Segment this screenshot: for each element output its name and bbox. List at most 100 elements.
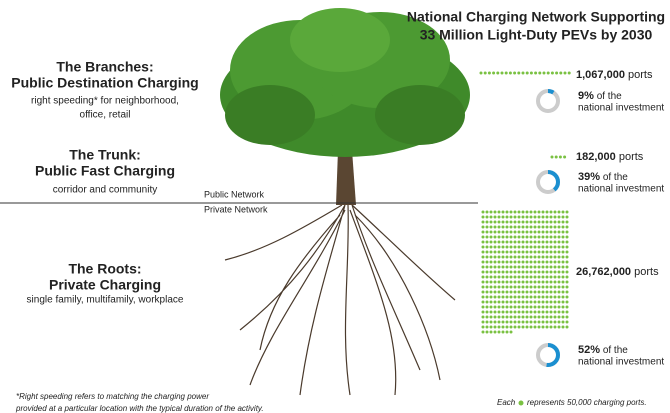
port-dot bbox=[510, 321, 513, 324]
port-dot bbox=[534, 266, 537, 269]
port-dot bbox=[530, 326, 533, 329]
port-dot bbox=[555, 72, 558, 75]
port-dot bbox=[562, 251, 565, 254]
port-dot bbox=[502, 211, 505, 214]
port-dot bbox=[502, 251, 505, 254]
port-dot bbox=[558, 291, 561, 294]
port-dot bbox=[566, 281, 569, 284]
port-dot bbox=[482, 271, 485, 274]
port-dot bbox=[490, 256, 493, 259]
port-dot bbox=[498, 211, 501, 214]
port-dot bbox=[522, 221, 525, 224]
port-dot bbox=[546, 231, 549, 234]
port-dot bbox=[550, 311, 553, 314]
port-dot bbox=[526, 226, 529, 229]
investment-percent: 39% bbox=[578, 171, 600, 183]
port-dot bbox=[517, 72, 520, 75]
port-dot bbox=[490, 296, 493, 299]
port-dot bbox=[502, 311, 505, 314]
port-dot bbox=[554, 276, 557, 279]
port-dot bbox=[514, 316, 517, 319]
port-dot bbox=[498, 256, 501, 259]
port-dot bbox=[518, 246, 521, 249]
port-dot bbox=[530, 241, 533, 244]
port-dot bbox=[506, 221, 509, 224]
port-dot bbox=[482, 321, 485, 324]
port-dot bbox=[498, 231, 501, 234]
port-dot bbox=[554, 221, 557, 224]
port-dot bbox=[482, 331, 485, 334]
port-dot bbox=[546, 211, 549, 214]
port-dot bbox=[518, 226, 521, 229]
ports-count: 182,000 ports bbox=[576, 151, 644, 163]
port-dot bbox=[526, 321, 529, 324]
port-dot bbox=[542, 271, 545, 274]
port-dot bbox=[530, 251, 533, 254]
port-dot bbox=[498, 216, 501, 219]
port-dot bbox=[490, 261, 493, 264]
port-dot bbox=[550, 301, 553, 304]
port-dot bbox=[498, 331, 501, 334]
port-dot bbox=[558, 306, 561, 309]
port-dot bbox=[530, 321, 533, 324]
port-dot bbox=[554, 271, 557, 274]
port-dot bbox=[510, 246, 513, 249]
port-dot bbox=[522, 236, 525, 239]
port-dot bbox=[530, 286, 533, 289]
port-dot bbox=[542, 261, 545, 264]
port-dot bbox=[534, 231, 537, 234]
port-dot bbox=[542, 316, 545, 319]
port-dot bbox=[494, 221, 497, 224]
legend: Each bbox=[497, 398, 516, 407]
port-dot bbox=[506, 216, 509, 219]
port-dot bbox=[502, 301, 505, 304]
ports-unit: ports bbox=[634, 266, 659, 278]
section-description: single family, multifamily, workplace bbox=[27, 295, 184, 306]
port-dot bbox=[562, 221, 565, 224]
port-dot bbox=[490, 221, 493, 224]
port-dot bbox=[518, 241, 521, 244]
port-dot bbox=[526, 266, 529, 269]
port-dot bbox=[542, 251, 545, 254]
port-dot bbox=[494, 271, 497, 274]
port-dot bbox=[506, 256, 509, 259]
port-dot bbox=[494, 321, 497, 324]
port-dot bbox=[502, 276, 505, 279]
port-dot bbox=[546, 261, 549, 264]
port-dot bbox=[546, 311, 549, 314]
port-dot bbox=[482, 256, 485, 259]
port-dot bbox=[558, 246, 561, 249]
port-dot bbox=[534, 301, 537, 304]
port-dot bbox=[534, 281, 537, 284]
port-dot bbox=[554, 251, 557, 254]
port-dot bbox=[482, 251, 485, 254]
port-dot bbox=[490, 326, 493, 329]
port-dot bbox=[482, 291, 485, 294]
port-dot bbox=[522, 256, 525, 259]
port-dot bbox=[562, 311, 565, 314]
port-dot bbox=[506, 246, 509, 249]
port-dot bbox=[510, 316, 513, 319]
port-dot bbox=[518, 296, 521, 299]
port-dot bbox=[558, 281, 561, 284]
port-dot bbox=[550, 306, 553, 309]
port-dot bbox=[558, 321, 561, 324]
port-dot bbox=[490, 321, 493, 324]
port-dot bbox=[526, 311, 529, 314]
port-dot bbox=[538, 271, 541, 274]
port-dot bbox=[530, 211, 533, 214]
port-dot bbox=[510, 221, 513, 224]
port-dot bbox=[486, 286, 489, 289]
ports-number: 26,762,000 bbox=[576, 266, 631, 278]
port-dot bbox=[486, 281, 489, 284]
port-dot bbox=[530, 72, 533, 75]
port-dot bbox=[546, 326, 549, 329]
port-dot bbox=[486, 246, 489, 249]
port-dot bbox=[506, 321, 509, 324]
port-dot bbox=[534, 246, 537, 249]
port-dot bbox=[562, 266, 565, 269]
port-dot bbox=[502, 281, 505, 284]
port-dot bbox=[554, 306, 557, 309]
port-dot bbox=[562, 236, 565, 239]
port-dot bbox=[534, 321, 537, 324]
